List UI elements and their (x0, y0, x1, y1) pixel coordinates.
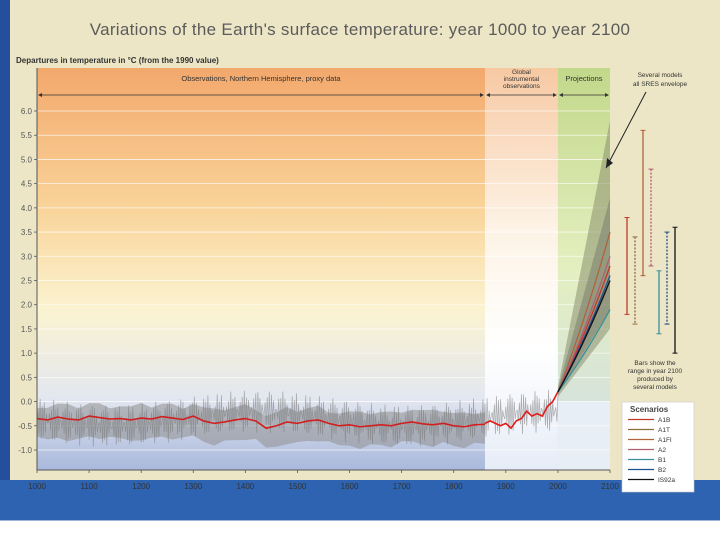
y-tick-label: 3.0 (21, 252, 33, 261)
x-tick-label: 1300 (184, 482, 202, 491)
annual-variability-line (36, 389, 559, 447)
sres-envelope (557, 120, 610, 397)
x-tick-label: 1600 (341, 482, 359, 491)
scenario-line-b1 (557, 309, 611, 393)
chart-title: Variations of the Earth's surface temper… (89, 20, 631, 39)
x-tick-label: 2000 (549, 482, 567, 491)
x-tick-label: 1200 (132, 482, 150, 491)
envelope-pointer-head (606, 158, 613, 168)
y-tick-label: 6.0 (21, 107, 33, 116)
envelope-annotation-2: all SRES envelope (633, 81, 688, 88)
x-tick-label: 1000 (28, 482, 46, 491)
legend-label-a1t: A1T (658, 427, 670, 434)
period-label: Projections (565, 74, 602, 83)
y-tick-label: 3.5 (21, 228, 33, 237)
range-note: several models (633, 384, 677, 391)
y-tick-label: 4.5 (21, 180, 33, 189)
scenario-line-a2 (557, 256, 611, 393)
legend-label-a1b: A1B (658, 417, 670, 424)
bottom-accent-band (0, 480, 720, 520)
envelope-annotation-1: Several models (638, 72, 684, 79)
legend-title: Scenarios (630, 405, 669, 414)
scenario-line-is92a (557, 280, 611, 393)
y-tick-label: 4.0 (21, 204, 33, 213)
legend-box (621, 401, 695, 493)
x-tick-label: 1800 (445, 482, 463, 491)
y-tick-label: 5.0 (21, 155, 33, 164)
period-label: instrumental (504, 76, 540, 83)
range-note: Bars show the (634, 360, 676, 367)
x-tick-label: 1100 (80, 482, 98, 491)
y-tick-label: -1.0 (18, 446, 32, 455)
left-accent-bar (0, 0, 10, 540)
x-tick-label: 1400 (236, 482, 254, 491)
legend-label-b2: B2 (658, 467, 666, 474)
y-tick-label: 0.5 (21, 373, 33, 382)
x-tick-label: 1700 (393, 482, 411, 491)
y-tick-label: 1.5 (21, 325, 33, 334)
proxy-temperature-line (36, 415, 486, 430)
x-tick-label: 1500 (289, 482, 307, 491)
scenario-line-a1fi (557, 231, 611, 393)
legend-label-a2: A2 (658, 447, 666, 454)
instrumental-temperature-line (484, 391, 559, 430)
x-tick-label: 2100 (601, 482, 619, 491)
bottom-strip (0, 520, 720, 541)
y-axis-label: Departures in temperature in °C (from th… (16, 56, 219, 65)
y-tick-label: -0.5 (18, 422, 32, 431)
y-tick-label: 5.5 (21, 131, 33, 140)
y-tick-label: 2.5 (21, 277, 33, 286)
period-label: observations (503, 83, 541, 90)
projection-lower-background (557, 401, 610, 470)
x-tick-label: 1900 (497, 482, 515, 491)
range-note: produced by (637, 376, 674, 383)
legend-label-is92a: IS92a (658, 477, 675, 484)
period-label: Global (512, 69, 531, 76)
model-envelope (557, 198, 610, 395)
y-tick-label: 0.0 (21, 398, 33, 407)
legend-label-b1: B1 (658, 457, 666, 464)
y-tick-label: 2.0 (21, 301, 33, 310)
period-label: Observations, Northern Hemisphere, proxy… (181, 74, 341, 83)
envelope-pointer (605, 91, 647, 169)
legend-label-a1fi: A1FI (658, 437, 672, 444)
y-tick-label: 1.0 (21, 349, 33, 358)
range-note: range in year 2100 (628, 368, 683, 375)
